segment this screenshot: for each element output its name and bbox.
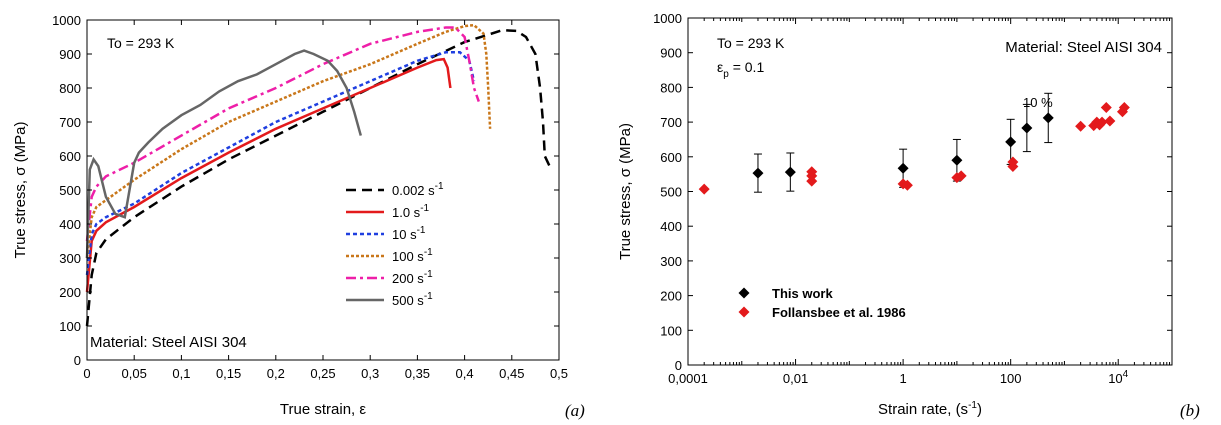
series-line-0 <box>85 28 551 327</box>
x-tick-label: 0,5 <box>550 366 568 381</box>
y-tick-label: 200 <box>59 285 81 300</box>
data-point-1 <box>1007 156 1019 168</box>
x-tick-label: 0,2 <box>267 366 285 381</box>
y-tick-label: 600 <box>59 149 81 164</box>
data-point-1 <box>901 179 913 191</box>
legend-marker <box>738 306 750 318</box>
y-tick-label: 700 <box>59 115 81 130</box>
x-tick-label: 1 <box>899 371 906 386</box>
series-line-2 <box>85 51 476 276</box>
y-tick-label: 100 <box>660 323 682 338</box>
x-axis-label: True strain, ε <box>280 401 366 418</box>
y-tick-label: 800 <box>660 80 682 95</box>
x-tick-label: 0,35 <box>405 366 430 381</box>
legend-label-5: 500 s-1 <box>392 291 433 308</box>
x-tick-label: 0,0001 <box>668 371 708 386</box>
panel-label-a: (a) <box>565 401 585 420</box>
series-line-3 <box>85 23 492 259</box>
legend-label-0: This work <box>772 286 833 301</box>
data-point-0 <box>1021 122 1033 134</box>
x-tick-label: 0,1 <box>172 366 190 381</box>
y-tick-label: 1000 <box>653 11 682 26</box>
legend-label-3: 100 s-1 <box>392 247 433 264</box>
y-tick-label: 900 <box>59 47 81 62</box>
series-line-5 <box>85 49 363 259</box>
y-tick-label: 500 <box>59 183 81 198</box>
data-point-0 <box>752 167 764 179</box>
legend-label-1: Follansbee et al. 1986 <box>772 305 906 320</box>
panel-label-b: (b) <box>1180 401 1200 420</box>
data-point-1 <box>1104 115 1116 127</box>
data-point-0 <box>951 154 963 166</box>
series-line-1 <box>85 57 452 293</box>
y-tick-label: 300 <box>660 254 682 269</box>
y-tick-label: 200 <box>660 289 682 304</box>
x-tick-label: 100 <box>1000 371 1022 386</box>
data-point-0 <box>897 162 909 174</box>
y-tick-label: 400 <box>59 217 81 232</box>
y-tick-label: 700 <box>660 115 682 130</box>
legend-label-2: 10 s-1 <box>392 225 426 242</box>
y-tick-label: 900 <box>660 46 682 61</box>
data-point-1 <box>698 183 710 195</box>
data-point-1 <box>955 170 967 182</box>
y-tick-label: 600 <box>660 150 682 165</box>
y-tick-label: 800 <box>59 81 81 96</box>
chart-a: 0 0,05 0,1 0,15 0,2 0,25 0,3 0,35 0,4 0,45 0,5 0 100… <box>12 13 585 420</box>
y-tick-label: 400 <box>660 219 682 234</box>
data-point-0 <box>1042 112 1054 124</box>
x-tick-label: 0,3 <box>361 366 379 381</box>
data-point-0 <box>1005 136 1017 148</box>
y-tick-label: 500 <box>660 185 682 200</box>
x-tick-label: 0,4 <box>456 366 474 381</box>
legend-label-0: 0.002 s-1 <box>392 181 444 198</box>
data-point-1 <box>1118 102 1130 114</box>
x-tick-label: 0,25 <box>310 366 335 381</box>
chart-b: 0 100 200 300 400 500 600 700 800 900 1000 0,0001 0,… <box>617 11 1200 420</box>
data-point-1 <box>1075 120 1087 132</box>
y-tick-label: 100 <box>59 319 81 334</box>
legend-label-1: 1.0 s-1 <box>392 203 430 220</box>
data-point-1 <box>1100 102 1112 114</box>
data-point-0 <box>784 166 796 178</box>
x-tick-label: 0 <box>83 366 90 381</box>
x-tick-label: 0,05 <box>122 366 147 381</box>
x-tick-label: 0,45 <box>499 366 524 381</box>
legend-marker <box>738 287 750 299</box>
y-tick-label: 1000 <box>52 13 81 28</box>
annotation-material: Material: Steel AISI 304 <box>90 334 247 351</box>
y-axis-label: True stress, σ (MPa) <box>617 123 634 260</box>
annotation-material: Material: Steel AISI 304 <box>1005 39 1162 56</box>
y-tick-label: 0 <box>675 358 682 373</box>
y-tick-label: 300 <box>59 251 81 266</box>
x-tick-label: 0,01 <box>783 371 808 386</box>
annotation-strain: εp = 0.1 <box>717 59 764 80</box>
annotation-temperature: To = 293 K <box>107 35 175 51</box>
x-axis-label: Strain rate, (s-1) <box>878 400 982 418</box>
y-axis-label: True stress, σ (MPa) <box>12 121 29 258</box>
annotation-temperature: To = 293 K <box>717 35 785 51</box>
annotation-error-note: 10 % <box>1023 95 1053 110</box>
data-point-1 <box>806 166 818 178</box>
legend-label-4: 200 s-1 <box>392 269 433 286</box>
x-tick-label: 104 <box>1108 369 1128 386</box>
plot-frame-a <box>86 19 560 361</box>
x-tick-label: 0,15 <box>216 366 241 381</box>
y-tick-label: 0 <box>74 353 81 368</box>
data-point-1 <box>1096 116 1108 128</box>
